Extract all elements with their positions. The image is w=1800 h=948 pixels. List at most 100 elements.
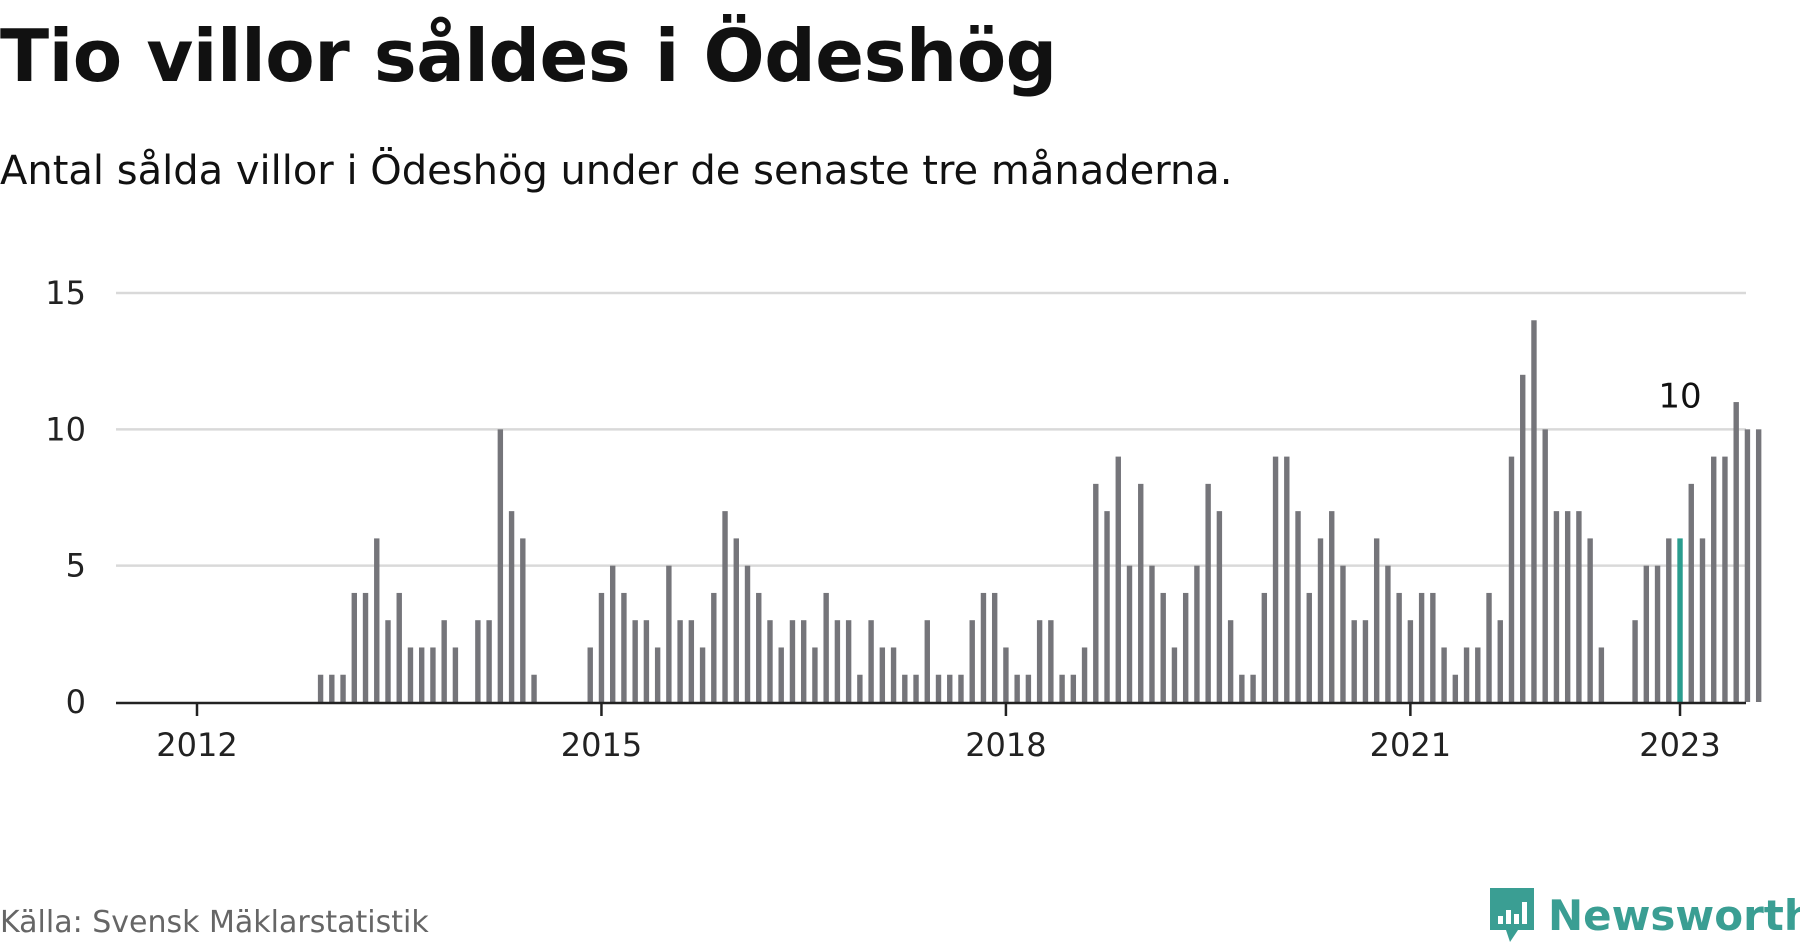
bar — [1115, 456, 1121, 702]
bar — [1250, 674, 1256, 702]
bar — [1699, 538, 1706, 702]
bar — [1643, 565, 1650, 702]
bar — [1340, 565, 1346, 702]
highlight-data-label: 10 — [1658, 376, 1701, 416]
bar — [340, 674, 346, 702]
bar — [531, 674, 537, 702]
bar — [598, 592, 605, 702]
bar — [374, 538, 380, 702]
bar — [1036, 620, 1043, 702]
bar — [1149, 565, 1155, 702]
bar — [1239, 674, 1245, 702]
brand-logo: Newsworthy — [1488, 886, 1800, 944]
bar — [621, 592, 627, 702]
bar — [890, 647, 897, 702]
bar — [1081, 647, 1088, 702]
bar — [385, 620, 391, 702]
bar — [1014, 674, 1020, 702]
bar — [1284, 456, 1290, 702]
bar — [980, 592, 987, 702]
bar — [1576, 511, 1582, 702]
bar — [497, 429, 504, 702]
bar — [913, 674, 919, 702]
bar — [969, 620, 975, 702]
bar — [1373, 538, 1380, 702]
bar — [733, 538, 739, 702]
bar — [1306, 592, 1312, 702]
bar — [834, 620, 841, 702]
bar — [1711, 456, 1717, 702]
bar — [1126, 565, 1133, 702]
bar — [419, 647, 425, 702]
bar — [329, 674, 335, 702]
brand-name: Newsworthy — [1548, 890, 1800, 940]
bar — [868, 620, 874, 702]
bar — [1407, 620, 1414, 702]
bar — [1486, 592, 1492, 702]
bar — [430, 647, 436, 702]
bar — [1430, 592, 1436, 702]
bar — [1441, 647, 1447, 702]
bar — [1194, 565, 1200, 702]
bar — [823, 592, 829, 702]
y-tick-label: 5 — [66, 547, 86, 585]
bar — [924, 620, 930, 702]
bar — [362, 592, 369, 702]
bar — [1025, 674, 1032, 702]
bar — [1508, 456, 1515, 702]
y-tick-label: 15 — [45, 274, 86, 312]
bar — [1666, 538, 1672, 702]
bar — [879, 647, 886, 702]
bar — [1171, 647, 1178, 702]
bar — [587, 647, 593, 702]
bar — [643, 620, 650, 702]
bar — [1216, 511, 1223, 702]
bar — [1733, 402, 1739, 702]
bar — [1744, 429, 1751, 702]
bar — [1587, 538, 1593, 702]
highlight-bar — [1677, 538, 1683, 702]
bar — [1475, 647, 1481, 702]
bar — [1722, 456, 1728, 702]
bar — [407, 647, 414, 702]
bar — [1688, 483, 1694, 702]
bar — [958, 674, 964, 702]
bar — [1003, 647, 1009, 702]
bar — [1093, 483, 1099, 702]
bar — [1542, 429, 1548, 702]
bar — [991, 592, 998, 702]
bar — [351, 592, 357, 702]
bar — [812, 647, 818, 702]
bar — [1362, 620, 1369, 702]
bar — [1520, 374, 1526, 702]
bar — [778, 647, 784, 702]
bar — [1564, 511, 1571, 702]
bar — [1463, 647, 1470, 702]
source-note: Källa: Svensk Mäklarstatistik — [0, 905, 429, 940]
y-tick-label: 10 — [45, 410, 86, 448]
bar — [767, 620, 773, 702]
bar — [1755, 429, 1762, 702]
bar — [756, 592, 762, 702]
bar — [1059, 674, 1065, 702]
bar — [677, 620, 683, 702]
bar — [1295, 511, 1301, 702]
bar — [317, 674, 324, 702]
bar — [1070, 674, 1077, 702]
bar — [1329, 511, 1335, 702]
chart-title: Tio villor såldes i Ödeshög — [0, 14, 1057, 98]
bar — [1531, 320, 1537, 702]
bar-chart: 0 5 10 15 2012 2015 2018 2021 2023 10 — [45, 274, 1762, 764]
bar — [520, 538, 526, 702]
x-tick-label: 2023 — [1639, 726, 1720, 764]
bar — [857, 674, 863, 702]
bar — [441, 620, 447, 702]
bar — [486, 620, 492, 702]
bar — [1598, 647, 1605, 702]
bar — [1227, 620, 1234, 702]
bar — [452, 647, 459, 702]
bar — [1272, 456, 1279, 702]
bar — [1138, 483, 1144, 702]
bar — [1654, 565, 1661, 702]
bar — [1205, 483, 1211, 702]
